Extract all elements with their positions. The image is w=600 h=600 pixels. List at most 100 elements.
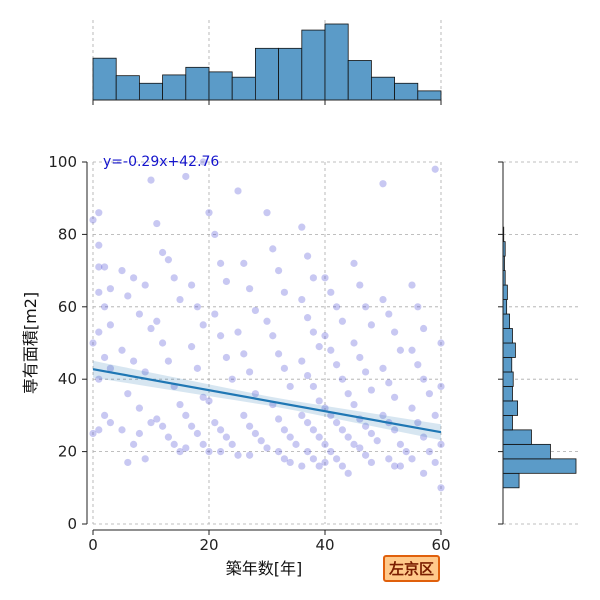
scatter-point [315, 343, 323, 351]
y-hist-bar [502, 299, 508, 315]
scatter-point [362, 368, 370, 376]
y-hist-bar [502, 400, 519, 416]
scatter-point [338, 375, 346, 383]
scatter-point [101, 263, 109, 271]
scatter-point [391, 462, 399, 470]
x-tick-label: 0 [88, 536, 98, 554]
scatter-point [391, 426, 399, 434]
scatter-point [367, 321, 375, 329]
x-hist-bar [185, 66, 210, 101]
y-hist-bar [502, 429, 532, 445]
scatter-point [344, 433, 352, 441]
scatter-point [217, 259, 225, 267]
scatter-point [408, 404, 416, 412]
scatter-point [356, 444, 364, 452]
scatter-point [385, 379, 393, 387]
scatter-point [106, 321, 114, 329]
scatter-point [170, 274, 178, 282]
scatter-point [414, 419, 422, 427]
scatter-point [234, 187, 242, 195]
scatter-point [199, 158, 207, 166]
scatter-point [362, 451, 370, 459]
scatter-point [228, 440, 236, 448]
scatter-point [338, 462, 346, 470]
scatter-point [391, 393, 399, 401]
scatter-point [263, 317, 271, 325]
scatter-point [344, 390, 352, 398]
scatter-point [188, 281, 196, 289]
scatter-point [159, 422, 167, 430]
x-hist-bar [278, 47, 303, 101]
x-hist-bar [115, 75, 140, 101]
y-hist-bar [502, 414, 513, 431]
scatter-point [327, 346, 335, 354]
scatter-point [437, 339, 445, 347]
scatter-point [350, 339, 358, 347]
scatter-point [130, 357, 138, 365]
scatter-point [211, 230, 219, 238]
scatter-point [141, 455, 149, 463]
scatter-point [408, 281, 416, 289]
y-tick-label: 60 [58, 298, 77, 316]
y-marginal-histogram [498, 161, 578, 525]
scatter-point [164, 433, 172, 441]
scatter-point [95, 375, 103, 383]
scatter-point [420, 469, 428, 477]
scatter-point [333, 361, 341, 369]
scatter-point [350, 440, 358, 448]
scatter-point [141, 281, 149, 289]
scatter-point [222, 353, 230, 362]
scatter-point [304, 448, 312, 456]
scatter-point [234, 451, 242, 459]
scatter-point [292, 440, 300, 448]
x-hist-bar [324, 23, 349, 101]
scatter-point [246, 285, 254, 293]
scatter-point [373, 437, 381, 445]
scatter-point [182, 411, 190, 419]
scatter-point [193, 364, 201, 372]
scatter-point [286, 433, 294, 441]
scatter-point [95, 209, 103, 217]
y-axis-title: 専有面積[m2] [21, 292, 40, 394]
scatter-point [309, 328, 317, 336]
scatter-point [118, 267, 126, 275]
scatter-point [176, 400, 184, 409]
scatter-point [159, 339, 167, 347]
scatter-point [257, 437, 265, 445]
scatter-point [176, 295, 184, 304]
scatter-point [280, 364, 288, 372]
scatter-point [350, 259, 358, 267]
scatter-point [437, 484, 445, 492]
scatter-point [338, 317, 346, 325]
scatter-point [420, 324, 428, 333]
scatter-point [327, 288, 335, 296]
scatter-point [367, 386, 375, 394]
scatter-point [367, 458, 375, 467]
scatter-point [124, 292, 132, 300]
scatter-point [275, 267, 283, 275]
scatter-point [130, 440, 138, 448]
scatter-point [408, 346, 416, 354]
scatter-point [362, 422, 370, 430]
scatter-point [188, 422, 196, 430]
scatter-point [246, 422, 254, 430]
scatter-point [147, 176, 155, 184]
scatter-point [135, 310, 143, 318]
scatter-point [321, 440, 329, 448]
y-tick-label: 40 [58, 370, 77, 388]
x-hist-bar [231, 76, 256, 101]
scatter-point [280, 288, 288, 296]
x-hist-bar [394, 82, 419, 101]
scatter-point [251, 429, 259, 438]
scatter-panel: 0 20 40 60 0 20 40 60 80 100 [48, 153, 450, 554]
scatter-point [211, 310, 219, 318]
y-hist-bar [502, 313, 510, 329]
scatter-point [350, 400, 358, 409]
x-hist-bar [138, 82, 163, 101]
x-hist-bar [301, 29, 326, 101]
x-tick-label: 60 [431, 536, 450, 554]
y-tick-label: 20 [58, 443, 77, 461]
scatter-point [89, 216, 97, 224]
scatter-point [118, 346, 126, 354]
y-hist-bar [502, 371, 514, 387]
